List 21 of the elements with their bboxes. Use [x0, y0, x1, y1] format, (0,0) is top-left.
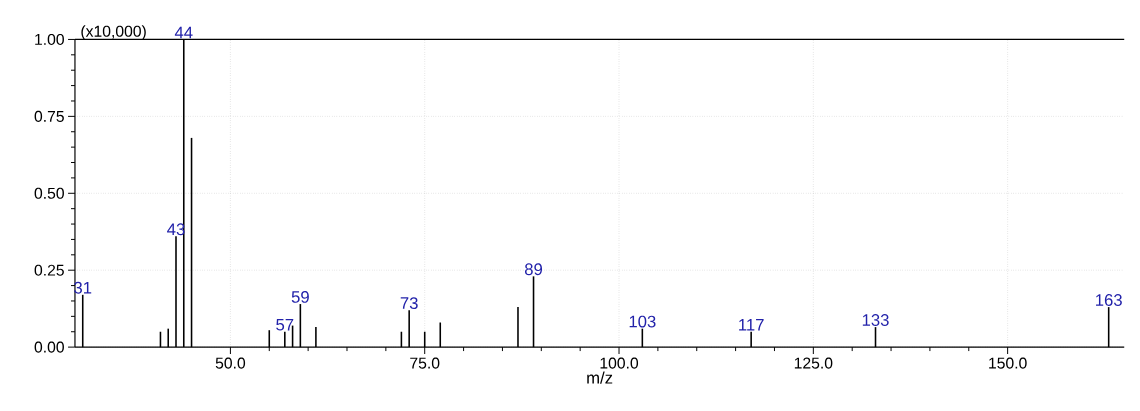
annotation: 117	[739, 318, 764, 331]
x-axis-title: m/z	[587, 371, 613, 384]
y-axis-title: (x10,000)	[81, 25, 146, 40]
y-tick-label: 0.00	[34, 341, 64, 353]
annotation: 133	[862, 314, 889, 326]
x-tick-label: 100.0	[600, 357, 639, 369]
annotation: 73	[400, 297, 418, 309]
x-tick-label: 125.0	[794, 357, 833, 369]
y-tick-label: 0.25	[34, 264, 64, 276]
annotation: 59	[291, 290, 309, 303]
annotation: 89	[524, 263, 543, 276]
x-tick-label: 150.0	[989, 357, 1027, 369]
annotation: 57	[276, 318, 294, 331]
annotation: 163	[1096, 294, 1122, 306]
y-tick-label: 1.00	[35, 33, 64, 45]
annotation: 44	[174, 26, 193, 39]
y-tick-label: 0.50	[34, 187, 64, 199]
x-tick-label: 75.0	[410, 357, 440, 369]
y-tick-label: 0.75	[34, 110, 64, 122]
annotation: 103	[629, 315, 656, 328]
x-tick-label: 50.0	[215, 357, 246, 369]
